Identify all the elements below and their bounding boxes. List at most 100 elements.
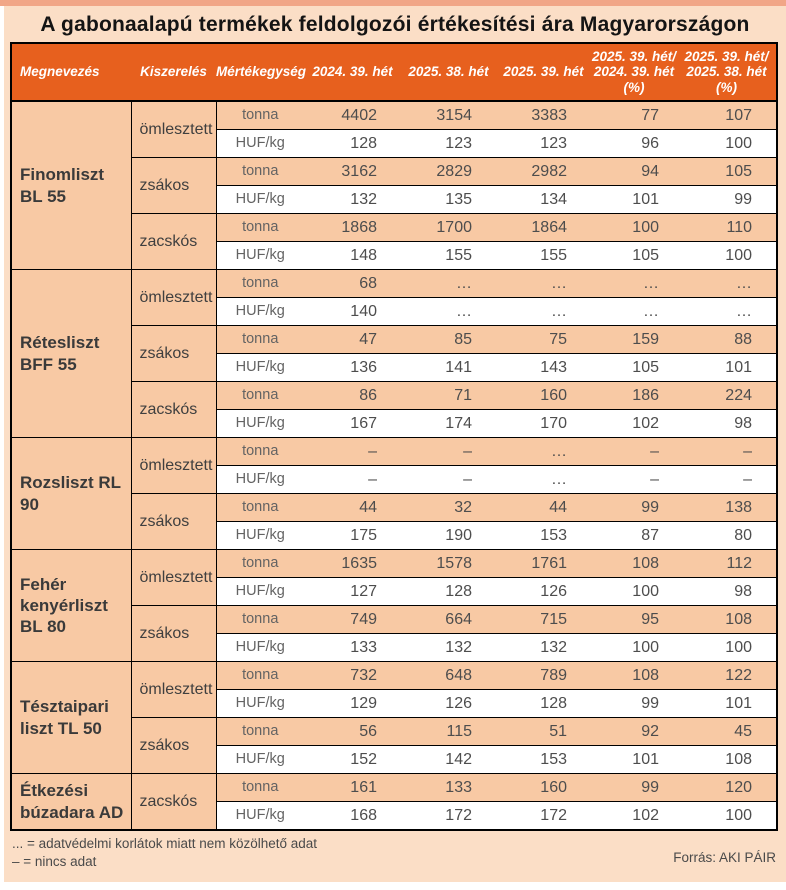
unit-cell: tonna <box>216 661 304 690</box>
value-cell: 115 <box>401 717 496 746</box>
value-cell: 190 <box>401 521 496 550</box>
product-name-cell: Tésztaipari liszt TL 50 <box>11 661 132 774</box>
unit-cell: HUF/kg <box>216 185 304 214</box>
packaging-cell: ömlesztett <box>131 549 217 606</box>
value-cell: 80 <box>677 521 777 550</box>
value-cell: 132 <box>401 633 496 662</box>
packaging-cell: ömlesztett <box>131 269 217 326</box>
value-cell: 107 <box>677 101 777 130</box>
packaging-cell: zacskós <box>131 213 217 270</box>
value-cell: 100 <box>677 129 777 158</box>
value-cell: 108 <box>677 745 777 774</box>
value-cell: 92 <box>591 717 677 746</box>
unit-cell: HUF/kg <box>216 353 304 382</box>
table-row: zsákos tonna 3162 2829 2982 94 105 <box>11 157 777 214</box>
unit-cell: tonna <box>216 717 304 746</box>
value-cell: 128 <box>401 577 496 606</box>
value-cell: … <box>401 297 496 326</box>
value-cell: 132 <box>304 185 401 214</box>
value-cell: 101 <box>677 353 777 382</box>
value-cell: 126 <box>401 689 496 718</box>
value-cell: 4402 <box>304 101 401 130</box>
table-row: HUF/kg 140………… <box>11 297 777 326</box>
unit-cell: tonna <box>216 325 304 354</box>
value-cell: … <box>677 297 777 326</box>
unit-cell: HUF/kg <box>216 633 304 662</box>
value-cell: 85 <box>401 325 496 354</box>
table-row: HUF/kg 148 155 155 105 100 <box>11 241 777 270</box>
table-row: HUF/kg 136 141 143 105 101 <box>11 353 777 382</box>
value-cell: 110 <box>677 213 777 242</box>
value-cell: 168 <box>304 801 401 831</box>
header-week-2025-38: 2025. 38. hét <box>401 43 496 102</box>
value-cell: 105 <box>677 157 777 186</box>
table-row: Rétesliszt BFF 55 ömlesztett tonna 68………… <box>11 269 777 438</box>
table-row: zsákos tonna 749 664 715 95 108 <box>11 605 777 662</box>
unit-cell: HUF/kg <box>216 577 304 606</box>
packaging-cell: zacskós <box>131 381 217 438</box>
value-cell: 102 <box>591 409 677 438</box>
value-cell: 172 <box>496 801 591 831</box>
value-cell: 100 <box>591 577 677 606</box>
unit-cell: HUF/kg <box>216 465 304 494</box>
value-cell: 155 <box>401 241 496 270</box>
footnotes: ... = adatvédelmi korlátok miatt nem köz… <box>12 835 786 871</box>
packaging-cell: zsákos <box>131 157 217 214</box>
value-cell: 101 <box>677 689 777 718</box>
header-row: Megnevezés Kiszerelés Mértékegység 2024.… <box>11 43 777 102</box>
product-name-cell: Étkezési búzadara AD <box>11 773 132 831</box>
table-row: zsákos tonna 47 85 75 159 88 <box>11 325 777 382</box>
value-cell: – <box>401 437 496 466</box>
table-row: HUF/kg 129 126 128 99 101 <box>11 689 777 718</box>
price-table: Megnevezés Kiszerelés Mértékegység 2024.… <box>10 42 778 831</box>
table-row: Finomliszt BL 55 ömlesztett tonna 4402 3154 3… <box>11 101 777 270</box>
value-cell: 152 <box>304 745 401 774</box>
packaging-cell: ömlesztett <box>131 437 217 494</box>
table-row: HUF/kg 132 135 134 101 99 <box>11 185 777 214</box>
unit-cell: HUF/kg <box>216 745 304 774</box>
unit-cell: HUF/kg <box>216 241 304 270</box>
value-cell: 105 <box>591 241 677 270</box>
value-cell: 95 <box>591 605 677 634</box>
value-cell: 161 <box>304 773 401 802</box>
unit-cell: HUF/kg <box>216 521 304 550</box>
value-cell: 1864 <box>496 213 591 242</box>
report-page: A gabonaalapú termékek feldolgozói érték… <box>4 6 786 882</box>
value-cell: 3383 <box>496 101 591 130</box>
unit-cell: tonna <box>216 437 304 466</box>
table-row: HUF/kg 127 128 126 100 98 <box>11 577 777 606</box>
value-cell: 44 <box>496 493 591 522</box>
value-cell: 148 <box>304 241 401 270</box>
value-cell: 126 <box>496 577 591 606</box>
table-row: Étkezési búzadara AD zacskós tonna 161 133 16… <box>11 773 777 831</box>
value-cell: – <box>401 465 496 494</box>
value-cell: 749 <box>304 605 401 634</box>
value-cell: 160 <box>496 381 591 410</box>
value-cell: 105 <box>591 353 677 382</box>
value-cell: 98 <box>677 409 777 438</box>
value-cell: 153 <box>496 745 591 774</box>
value-cell: – <box>304 465 401 494</box>
value-cell: 122 <box>677 661 777 690</box>
header-megnevezes: Megnevezés <box>11 43 131 102</box>
table-row: HUF/kg 168 172 172 102 100 <box>11 801 777 831</box>
value-cell: … <box>496 297 591 326</box>
table-row: HUF/kg 152 142 153 101 108 <box>11 745 777 774</box>
header-ratio-yoy: 2025. 39. hét/ 2024. 39. hét (%) <box>591 43 677 102</box>
value-cell: 142 <box>401 745 496 774</box>
value-cell: 100 <box>591 633 677 662</box>
unit-cell: HUF/kg <box>216 409 304 438</box>
packaging-cell: zsákos <box>131 605 217 662</box>
unit-cell: tonna <box>216 269 304 298</box>
value-cell: – <box>677 465 777 494</box>
source-label: Forrás: AKI PÁIR <box>673 850 776 865</box>
note-dash: – = nincs adat <box>12 854 97 869</box>
value-cell: … <box>591 269 677 298</box>
value-cell: 68 <box>304 269 401 298</box>
value-cell: 123 <box>496 129 591 158</box>
unit-cell: HUF/kg <box>216 801 304 831</box>
unit-cell: tonna <box>216 549 304 578</box>
table-row: HUF/kg 175 190 153 87 80 <box>11 521 777 550</box>
value-cell: … <box>591 297 677 326</box>
value-cell: … <box>401 269 496 298</box>
